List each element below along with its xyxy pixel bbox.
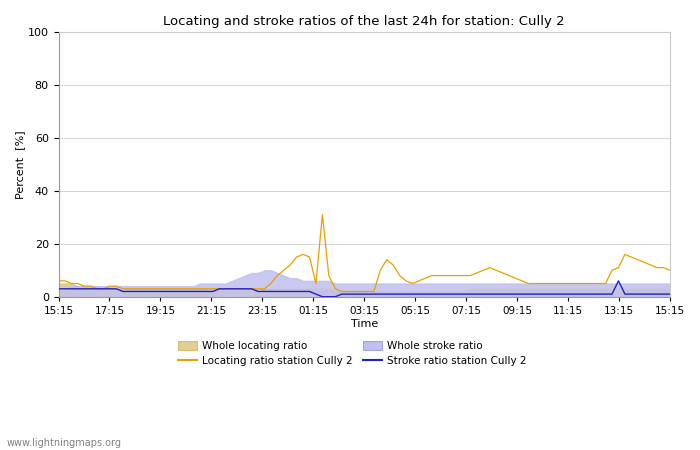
Title: Locating and stroke ratios of the last 24h for station: Cully 2: Locating and stroke ratios of the last 2… xyxy=(163,15,565,28)
Text: www.lightningmaps.org: www.lightningmaps.org xyxy=(7,438,122,448)
Y-axis label: Percent  [%]: Percent [%] xyxy=(15,130,25,198)
X-axis label: Time: Time xyxy=(351,319,378,328)
Legend: Whole locating ratio, Locating ratio station Cully 2, Whole stroke ratio, Stroke: Whole locating ratio, Locating ratio sta… xyxy=(174,337,531,370)
